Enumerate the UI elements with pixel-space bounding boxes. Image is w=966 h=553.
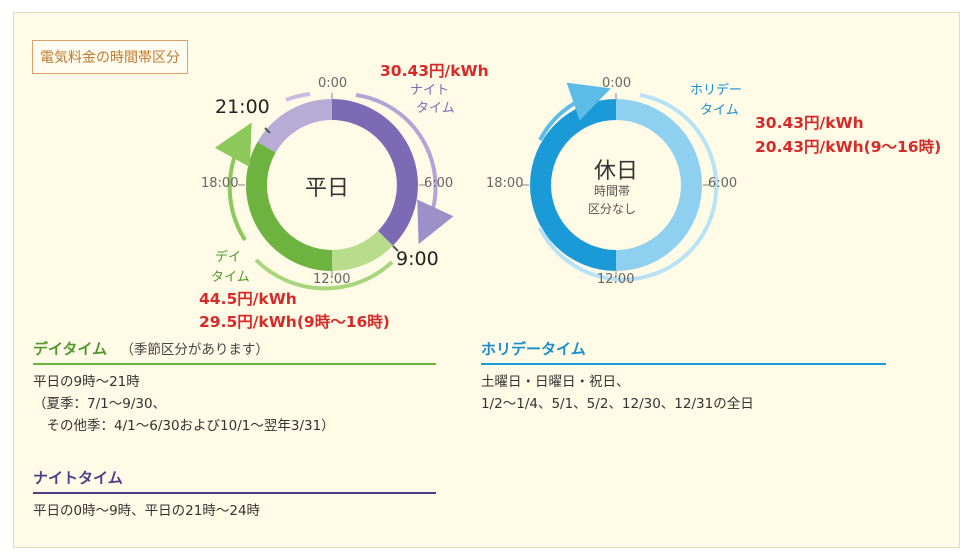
section-day-line3: その他季：4/1～6/30および10/1～翌年3/31） [33, 418, 335, 434]
holiday-label-line2: タイム [700, 103, 739, 118]
weekday-time-18: 18:00 [201, 176, 239, 191]
night-price: 30.43円/kWh [380, 62, 489, 80]
holiday-arrow [538, 82, 611, 141]
weekday-time-6: 6:00 [424, 176, 454, 191]
holiday-center-sub2: 区分なし [588, 202, 637, 216]
weekday-time-0: 0:00 [318, 76, 348, 91]
section-night-title: ナイトタイム [33, 469, 123, 487]
weekday-center-label: 平日 [305, 176, 350, 201]
day-segment-dark [245, 142, 332, 271]
day-label-line1: デイ [215, 250, 242, 265]
night-label-line1: ナイト [410, 83, 450, 98]
holiday-segment-light [616, 99, 702, 271]
weekday-time-12: 12:00 [313, 272, 351, 287]
day-arrow-main [254, 258, 394, 291]
day-segment-light [332, 230, 393, 271]
section-holiday-title: ホリデータイム [481, 340, 586, 358]
holiday-center-sub1: 時間帯 [594, 184, 631, 198]
section-day-line2: （夏季：7/1～9/30、 [33, 396, 167, 412]
holiday-time-0: 0:00 [602, 76, 632, 91]
section-day-title: デイタイム [33, 340, 108, 358]
weekday-ring [214, 92, 454, 291]
night-arrow [285, 92, 311, 102]
section-day-note: （季節区分があります） [120, 342, 269, 358]
night-label-line2: タイム [416, 101, 455, 116]
section-day-line1: 平日の9時～21時 [33, 374, 140, 390]
section-night-line1: 平日の0時～9時、平日の21時～24時 [33, 503, 261, 519]
holiday-ring [522, 82, 719, 282]
day-arrow-left [214, 122, 252, 242]
weekday-time-9: 9:00 [396, 248, 439, 270]
rate-panel [13, 12, 960, 548]
holiday-label-line1: ホリデー [690, 83, 743, 98]
day-price-standard: 44.5円/kWh [199, 290, 297, 308]
holiday-outer-ring [538, 93, 719, 282]
section-night-heading: ナイトタイム [33, 467, 436, 494]
section-holiday-line1: 土曜日・日曜日・祝日、 [481, 374, 630, 390]
night-segment-early [332, 99, 418, 246]
section-holiday-line2: 1/2～1/4、5/1、5/2、12/30、12/31の全日 [481, 396, 754, 412]
holiday-center-label: 休日 [594, 159, 639, 184]
section-holiday-heading: ホリデータイム [481, 338, 886, 365]
holiday-time-12: 12:00 [597, 272, 635, 287]
section-day-heading: デイタイム （季節区分があります） [33, 338, 436, 365]
night-arrow-main [355, 93, 454, 245]
weekday-time-21: 21:00 [215, 96, 270, 118]
holiday-price-standard: 30.43円/kWh [755, 114, 864, 132]
holiday-price-discount: 20.43円/kWh(9～16時) [755, 138, 942, 156]
holiday-segment-main [530, 99, 616, 271]
day-label-line2: タイム [211, 270, 250, 285]
day-price-discount: 29.5円/kWh(9時～16時) [199, 313, 390, 331]
night-segment-late [257, 99, 332, 153]
page-title-badge: 電気料金の時間帯区分 [32, 40, 188, 74]
holiday-time-18: 18:00 [486, 176, 524, 191]
holiday-time-6: 6:00 [708, 176, 738, 191]
